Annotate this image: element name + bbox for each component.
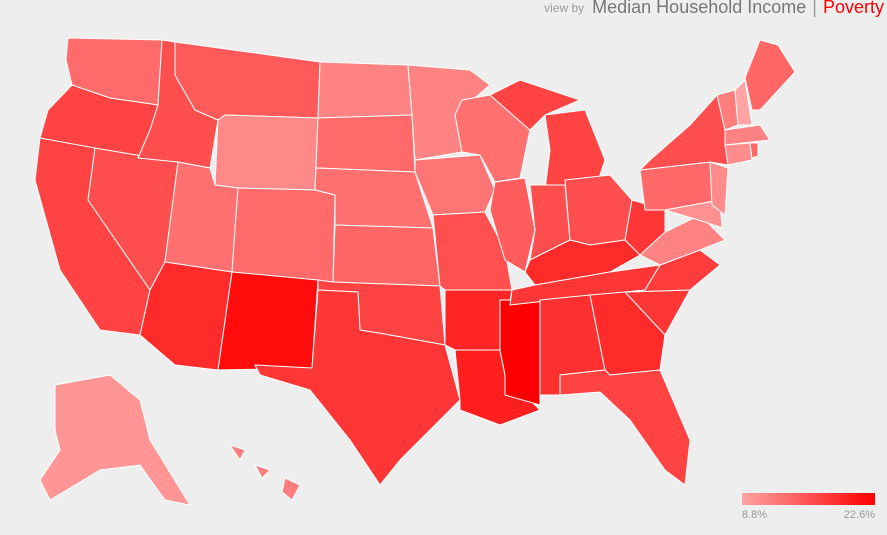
state [229, 444, 301, 501]
state [315, 114, 416, 173]
state [332, 224, 441, 287]
state [214, 114, 319, 191]
state [39, 374, 191, 506]
legend-gradient [742, 493, 875, 505]
state [744, 39, 796, 111]
state [414, 154, 496, 216]
income-option[interactable]: Median Household Income [592, 0, 806, 17]
state [734, 79, 753, 126]
state [217, 271, 319, 371]
states [34, 37, 796, 506]
state [709, 161, 729, 216]
state [724, 124, 771, 146]
state [564, 174, 633, 246]
legend-max: 22.6% [844, 509, 875, 521]
legend-min: 8.8% [742, 509, 767, 521]
poverty-option[interactable]: Poverty [823, 0, 884, 17]
state [724, 142, 753, 166]
state [254, 289, 461, 486]
state [749, 142, 759, 159]
state [624, 199, 666, 256]
state [231, 187, 336, 283]
state [499, 299, 541, 406]
separator: | [812, 0, 817, 17]
state [174, 41, 321, 121]
view-by-label: view by [544, 1, 584, 15]
state [317, 61, 413, 119]
state [639, 94, 729, 171]
state [664, 199, 723, 229]
state [559, 369, 691, 486]
